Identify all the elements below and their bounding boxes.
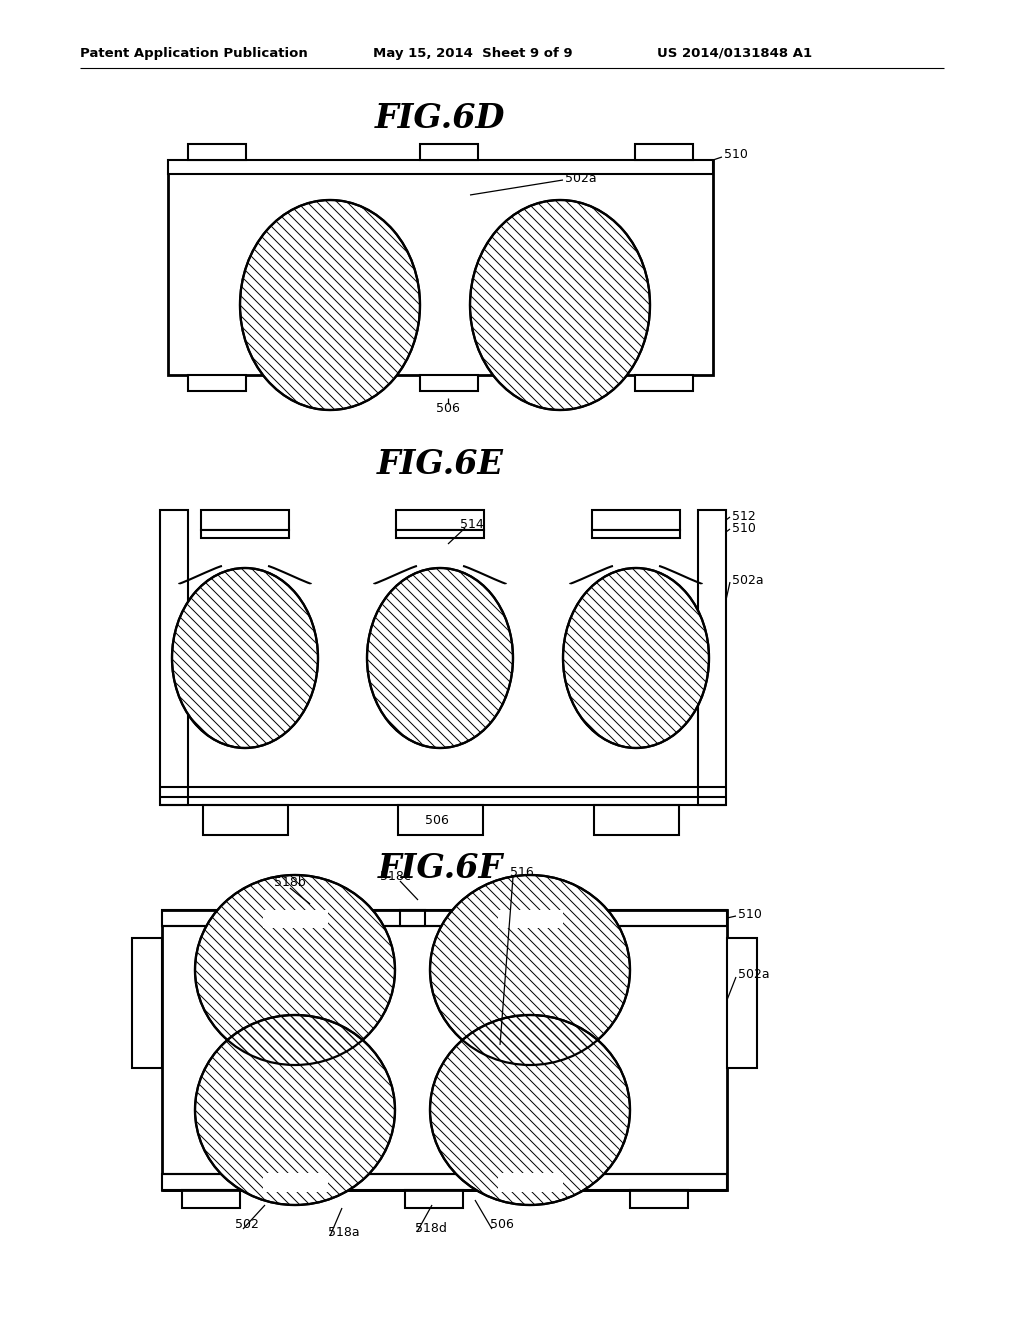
Bar [203,805,288,836]
Text: 506: 506 [425,813,449,826]
Bar [160,510,188,805]
Bar [162,909,727,927]
Bar [635,375,693,391]
Bar [162,1173,727,1191]
Bar [727,939,757,1068]
Text: 502a: 502a [732,573,764,586]
Ellipse shape [430,875,630,1065]
Text: FIG.6F: FIG.6F [378,851,503,884]
Text: 518a: 518a [328,1225,359,1238]
Bar [396,531,484,539]
Bar [406,1191,463,1208]
Text: FIG.6D: FIG.6D [375,102,505,135]
Ellipse shape [430,1015,630,1205]
Bar [168,160,713,375]
Text: 502a: 502a [738,969,770,982]
Ellipse shape [470,201,650,411]
Text: US 2014/0131848 A1: US 2014/0131848 A1 [657,46,812,59]
Bar [396,510,484,531]
Ellipse shape [367,568,513,748]
Bar [630,1191,688,1208]
Bar [201,531,289,539]
Ellipse shape [240,201,420,411]
Text: May 15, 2014  Sheet 9 of 9: May 15, 2014 Sheet 9 of 9 [373,46,572,59]
Text: 510: 510 [738,908,762,921]
Bar [592,510,680,531]
Bar [498,909,563,928]
Text: 516: 516 [510,866,534,879]
Ellipse shape [195,875,395,1065]
Bar [420,144,478,160]
Ellipse shape [195,1015,395,1205]
Bar [263,1173,328,1192]
Bar [498,1173,563,1192]
Bar [182,1191,240,1208]
Ellipse shape [563,568,709,748]
Bar [263,909,328,928]
Text: 514: 514 [460,519,483,532]
Bar [400,909,425,927]
Bar [398,805,483,836]
Bar [132,939,162,1068]
Bar [635,144,693,160]
Text: 518d: 518d [415,1221,446,1234]
Bar [168,160,713,174]
Text: 512: 512 [732,510,756,523]
Bar [188,375,246,391]
Text: 502a: 502a [565,172,597,185]
Text: 518c: 518c [380,870,411,883]
Bar [592,531,680,539]
Text: 510: 510 [732,521,756,535]
Bar [162,909,727,1191]
Text: 518b: 518b [274,875,306,888]
Bar [420,375,478,391]
Text: Patent Application Publication: Patent Application Publication [80,46,308,59]
Bar [188,144,246,160]
Text: 510: 510 [724,149,748,161]
Text: FIG.6E: FIG.6E [377,449,504,482]
Ellipse shape [172,568,318,748]
Text: 506: 506 [436,401,460,414]
Text: 502: 502 [234,1218,259,1232]
Bar [201,510,289,531]
Bar [594,805,679,836]
Text: 506: 506 [490,1218,514,1232]
Bar [698,510,726,805]
